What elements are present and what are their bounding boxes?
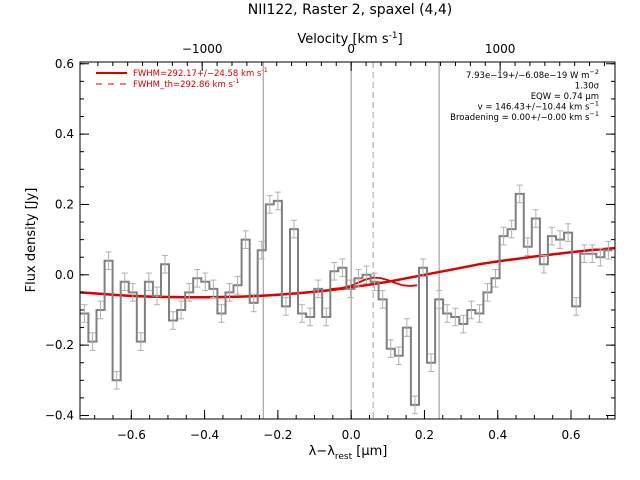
plot-frame-box [79,61,616,420]
x-tick-label: −0.2 [263,428,292,442]
fit-line-profile [329,276,418,291]
x-axis-ticks: −0.6 −0.4 −0.2 0.0 0.2 0.4 0.6 [94,410,609,442]
y-tick-label: 0.4 [55,127,74,141]
x-tick-label: −0.6 [117,428,146,442]
legend-entry: FWHM_th=292.86 km s-1 [133,77,239,90]
top-tick-label: 0 [347,42,355,56]
chart-title: NII122, Raster 2, spaxel (4,4) [248,2,453,18]
plot-frame [79,61,616,420]
y-tick-label: 0.0 [55,268,74,282]
x-tick-label: −0.4 [190,428,219,442]
fit-curves [79,246,616,299]
fit-annotation: Broadening = 0.00+/−0.00 km s−1 [450,110,599,123]
data-series [80,184,613,415]
x-tick-label: 0.2 [415,428,434,442]
x-tick-label: 0.0 [342,428,361,442]
y-axis-ticks: −0.4 −0.2 0.0 0.2 0.4 0.6 [45,57,615,422]
fit-annotation: EQW = 0.74 μm [531,92,599,102]
data-step-line [80,192,613,406]
fit-annotation: 1.30σ [575,82,600,92]
legend: FWHM=292.17+/−24.58 km s-1FWHM_th=292.86… [96,66,268,90]
top-axis-ticks: −1000 0 1000 [97,42,605,71]
reference-lines [262,62,440,419]
y-tick-label: 0.2 [55,197,74,211]
top-axis-label: Velocity [km s-1] [297,31,402,47]
x-tick-label: 0.4 [488,428,507,442]
top-tick-label: −1000 [182,42,223,56]
y-tick-label: 0.6 [55,57,74,71]
legend-entry: FWHM=292.17+/−24.58 km s-1 [133,66,268,79]
top-tick-label: 1000 [485,42,516,56]
y-axis-label: Flux density [Jy] [24,188,39,293]
x-axis-label: λ−λrest [μm] [309,444,388,462]
fit-annotation: v = 146.43+/−10.44 km s−1 [478,100,599,113]
fit-annotation: 7.93e−19+/−6.08e−19 W m−2 [466,68,599,81]
x-tick-label: 0.6 [561,428,580,442]
y-tick-label: −0.4 [45,408,74,422]
y-tick-label: −0.2 [45,338,74,352]
